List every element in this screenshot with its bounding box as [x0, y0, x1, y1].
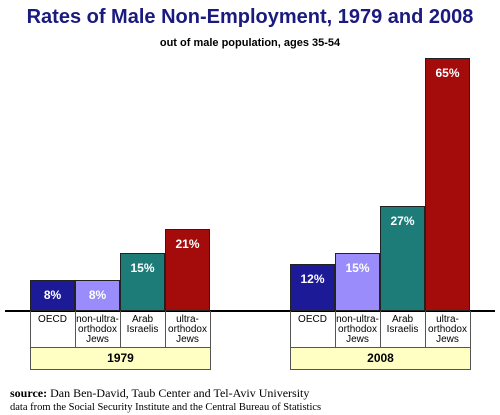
- bar: [380, 205, 425, 311]
- value-label: 15%: [130, 260, 155, 275]
- category-cell: [165, 311, 211, 347]
- group-label: 2008: [290, 347, 471, 370]
- value-label: 15%: [345, 260, 370, 275]
- category-label: OECD: [38, 314, 67, 325]
- category-label: non-ultra-orthodox Jews: [336, 314, 379, 345]
- category-cell: [425, 311, 471, 347]
- category-label: OECD: [298, 314, 327, 325]
- bar: [120, 252, 165, 311]
- group-label: 1979: [30, 347, 211, 370]
- source-text: Dan Ben-David, Taub Center and Tel-Aviv …: [50, 386, 310, 400]
- value-label: 27%: [390, 213, 415, 228]
- baseline: [5, 310, 495, 312]
- category-label: ultra-orthodox Jews: [168, 314, 207, 345]
- bar: [425, 57, 470, 311]
- chart-subtitle: out of male population, ages 35-54: [159, 37, 341, 49]
- value-label: 8%: [88, 287, 107, 302]
- source-note: data from the Social Security Institute …: [10, 402, 322, 413]
- category-label: ultra-orthodox Jews: [428, 314, 467, 345]
- category-label: Arab Israelis: [126, 314, 159, 335]
- value-label: 21%: [175, 237, 200, 252]
- bar: [165, 229, 210, 311]
- bar: [290, 264, 335, 311]
- bar: [30, 279, 75, 311]
- source: source: Dan Ben-David, Taub Center and T…: [10, 386, 309, 401]
- value-label: 8%: [43, 287, 62, 302]
- value-label: 65%: [435, 65, 460, 80]
- value-label: 12%: [300, 272, 325, 287]
- bar: [75, 279, 120, 311]
- chart-title: Rates of Male Non-Employment, 1979 and 2…: [26, 6, 474, 28]
- bar: [335, 252, 380, 311]
- category-label: Arab Israelis: [386, 314, 419, 335]
- source-label: source:: [10, 386, 48, 400]
- category-label: non-ultra-orthodox Jews: [76, 314, 119, 345]
